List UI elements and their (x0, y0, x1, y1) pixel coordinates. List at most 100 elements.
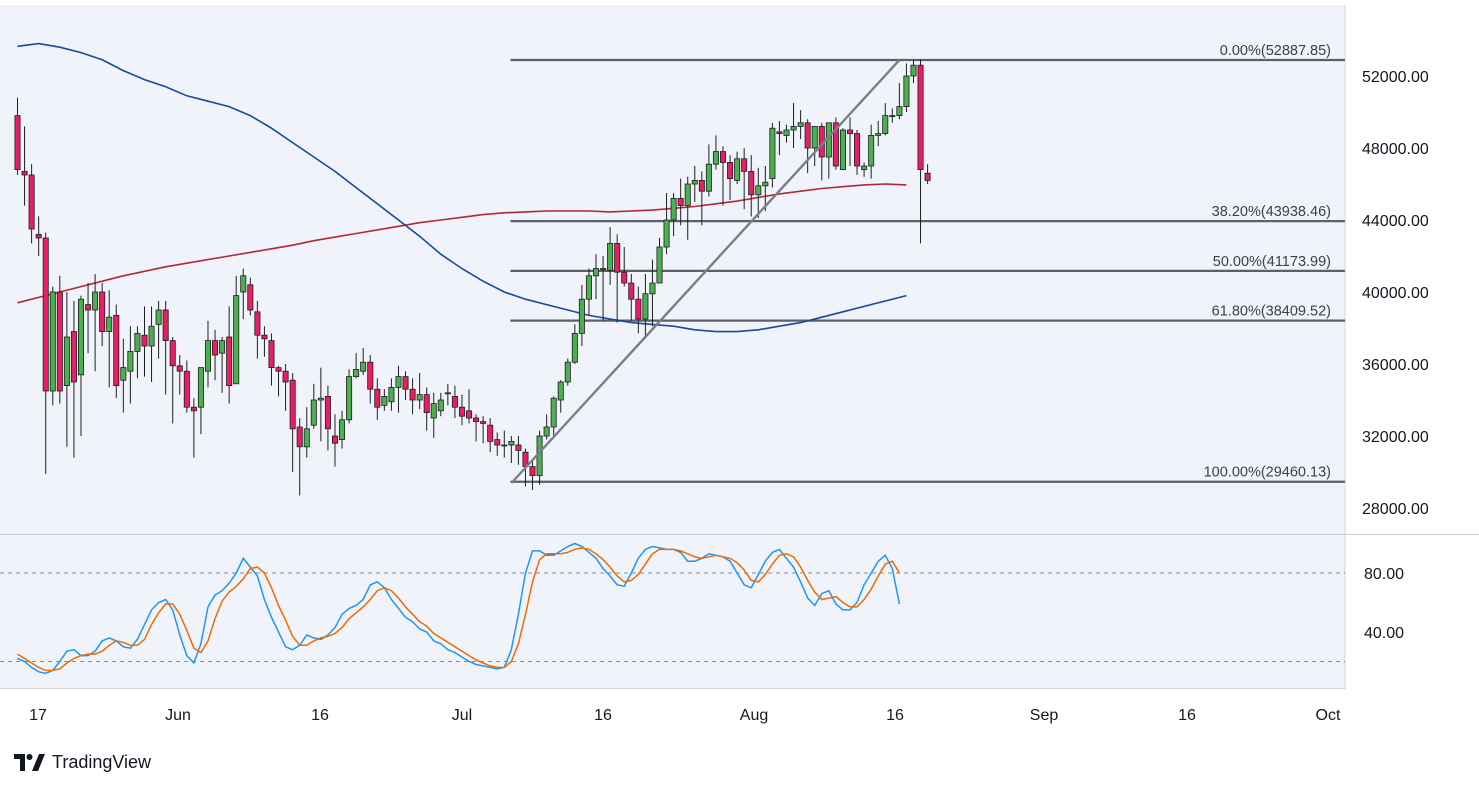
candle-body-up (508, 440, 515, 446)
candle (14, 97, 21, 175)
trendline (510, 59, 901, 484)
candle-body-down (727, 161, 734, 179)
price-pane[interactable] (0, 5, 1345, 534)
candle (324, 385, 331, 451)
candle (120, 338, 127, 413)
fibonacci-retracement[interactable]: 0.00%(52887.85) 38.20%(43938.46) 50.00%(41… (510, 43, 1345, 483)
candle (515, 436, 522, 465)
candle (797, 110, 804, 139)
candle-body-down (21, 170, 28, 176)
candle-body-up (106, 316, 113, 333)
candle-body-up (219, 340, 226, 354)
candle (720, 146, 727, 206)
brand[interactable]: TradingView (14, 752, 151, 773)
candle (42, 232, 49, 474)
candle (691, 166, 698, 202)
candle (134, 326, 141, 379)
candle (910, 59, 917, 84)
candle-body-up (388, 386, 395, 403)
candle-body-up (134, 332, 141, 352)
candle-body-up (875, 133, 882, 136)
candle (282, 364, 289, 411)
candle-body-up (790, 126, 797, 131)
candle-body-up (303, 428, 310, 448)
candle-body-down (141, 334, 148, 347)
fib-level-label: 50.00%(41173.99) (1213, 254, 1331, 270)
time-axis[interactable] (0, 689, 1345, 737)
candle-body-up (197, 367, 204, 408)
candle-body-down (494, 439, 501, 446)
price-tick-label: 36000.00 (1362, 357, 1429, 374)
time-tick-label: 17 (29, 707, 47, 724)
candle-body-up (49, 291, 56, 392)
candle-body-up (416, 394, 423, 401)
candle (494, 432, 501, 456)
brand-name: TradingView (52, 752, 152, 772)
candle (705, 144, 712, 197)
candle-body-down (402, 376, 409, 390)
price-tick-label: 52000.00 (1362, 69, 1429, 86)
time-tick-label: 16 (594, 707, 612, 724)
candle-body-up (896, 106, 903, 116)
candle-body-down (176, 365, 183, 372)
candle-body-up (663, 219, 670, 248)
candle (839, 128, 846, 170)
candle (903, 63, 910, 112)
candle (755, 167, 762, 219)
candle-body-down (183, 370, 190, 408)
candle-body-up (642, 293, 649, 320)
oscillator-axis-labels: 40.00 80.00 (1364, 566, 1404, 642)
candle-body-down (529, 466, 536, 477)
candle (113, 304, 120, 399)
candle (402, 371, 409, 400)
candle (649, 259, 656, 327)
candle (430, 392, 437, 438)
candle-body-down (846, 129, 853, 134)
candle (155, 301, 162, 359)
candle (868, 124, 875, 179)
oscillator-pane[interactable] (0, 535, 1345, 688)
candle (593, 254, 600, 300)
candle-body-up (204, 340, 211, 372)
candle-body-down (614, 242, 621, 273)
sma-short-line (17, 42, 907, 333)
candle (63, 292, 70, 447)
candle (557, 380, 564, 413)
oscillator-bands (0, 572, 1345, 662)
candle (190, 398, 197, 458)
candle (529, 461, 536, 490)
candle-body-up (783, 129, 790, 136)
time-axis-labels: 17 Jun 16 Jul 16 Aug 16 Sep 16 Oct (29, 707, 1341, 724)
candle (882, 103, 889, 136)
candle (49, 286, 56, 406)
candle-body-down (367, 361, 374, 390)
candle-body-down (409, 388, 416, 401)
trendline-group[interactable] (510, 59, 901, 484)
candle (585, 268, 592, 316)
candle (317, 367, 324, 442)
candle (458, 394, 465, 426)
candle-body-up (593, 268, 600, 277)
stochastic-k-line (17, 542, 901, 675)
candle (663, 193, 670, 255)
candle-body-up (861, 165, 868, 170)
candle-body-down (832, 122, 839, 167)
candle (233, 275, 240, 385)
candle (783, 124, 790, 143)
candle-body-up (882, 115, 889, 134)
candle (741, 148, 748, 210)
candle (388, 378, 395, 411)
candle-body-down (466, 410, 473, 419)
candle (21, 126, 28, 206)
candle (712, 135, 719, 170)
price-tick-label: 28000.00 (1362, 501, 1429, 518)
fib-level-label: 61.80%(38409.52) (1212, 304, 1331, 320)
candle (70, 301, 77, 458)
candle-body-up (571, 332, 578, 363)
candle-body-up (684, 183, 691, 207)
candle-body-down (854, 133, 861, 167)
candle (543, 414, 550, 440)
candle-body-down (282, 370, 289, 383)
fib-level-label: 100.00%(29460.13) (1204, 465, 1331, 481)
candle-body-down (85, 304, 92, 311)
